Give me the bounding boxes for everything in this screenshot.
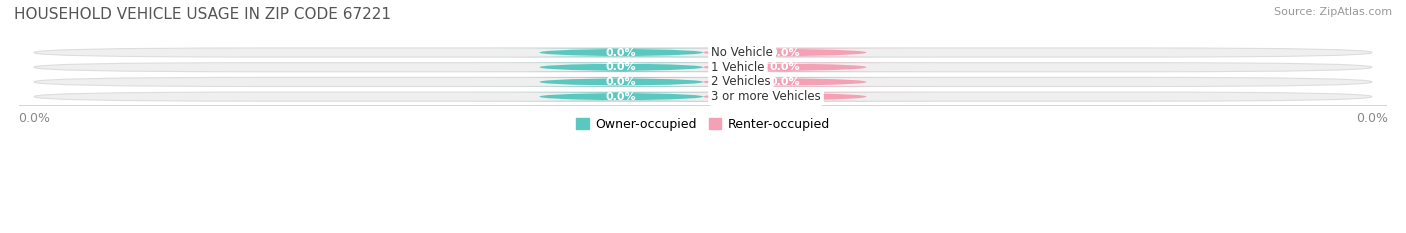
FancyBboxPatch shape xyxy=(636,77,934,86)
Text: 2 Vehicles: 2 Vehicles xyxy=(711,75,770,89)
FancyBboxPatch shape xyxy=(636,63,934,72)
Text: 0.0%: 0.0% xyxy=(769,77,800,87)
FancyBboxPatch shape xyxy=(472,63,770,72)
Text: 0.0%: 0.0% xyxy=(606,48,637,58)
FancyBboxPatch shape xyxy=(34,48,1372,57)
Text: 0.0%: 0.0% xyxy=(769,92,800,102)
Text: 3 or more Vehicles: 3 or more Vehicles xyxy=(711,90,821,103)
Text: 0.0%: 0.0% xyxy=(606,92,637,102)
FancyBboxPatch shape xyxy=(636,48,934,57)
FancyBboxPatch shape xyxy=(34,92,1372,101)
FancyBboxPatch shape xyxy=(34,63,1372,72)
FancyBboxPatch shape xyxy=(34,77,1372,86)
Text: HOUSEHOLD VEHICLE USAGE IN ZIP CODE 67221: HOUSEHOLD VEHICLE USAGE IN ZIP CODE 6722… xyxy=(14,7,391,22)
FancyBboxPatch shape xyxy=(472,92,770,101)
Text: 0.0%: 0.0% xyxy=(769,62,800,72)
Text: Source: ZipAtlas.com: Source: ZipAtlas.com xyxy=(1274,7,1392,17)
Text: 0.0%: 0.0% xyxy=(606,62,637,72)
FancyBboxPatch shape xyxy=(636,92,934,101)
Text: 0.0%: 0.0% xyxy=(606,77,637,87)
FancyBboxPatch shape xyxy=(472,77,770,86)
Text: 0.0%: 0.0% xyxy=(769,48,800,58)
Text: No Vehicle: No Vehicle xyxy=(711,46,773,59)
Legend: Owner-occupied, Renter-occupied: Owner-occupied, Renter-occupied xyxy=(571,113,835,136)
FancyBboxPatch shape xyxy=(472,48,770,57)
Text: 1 Vehicle: 1 Vehicle xyxy=(711,61,765,74)
